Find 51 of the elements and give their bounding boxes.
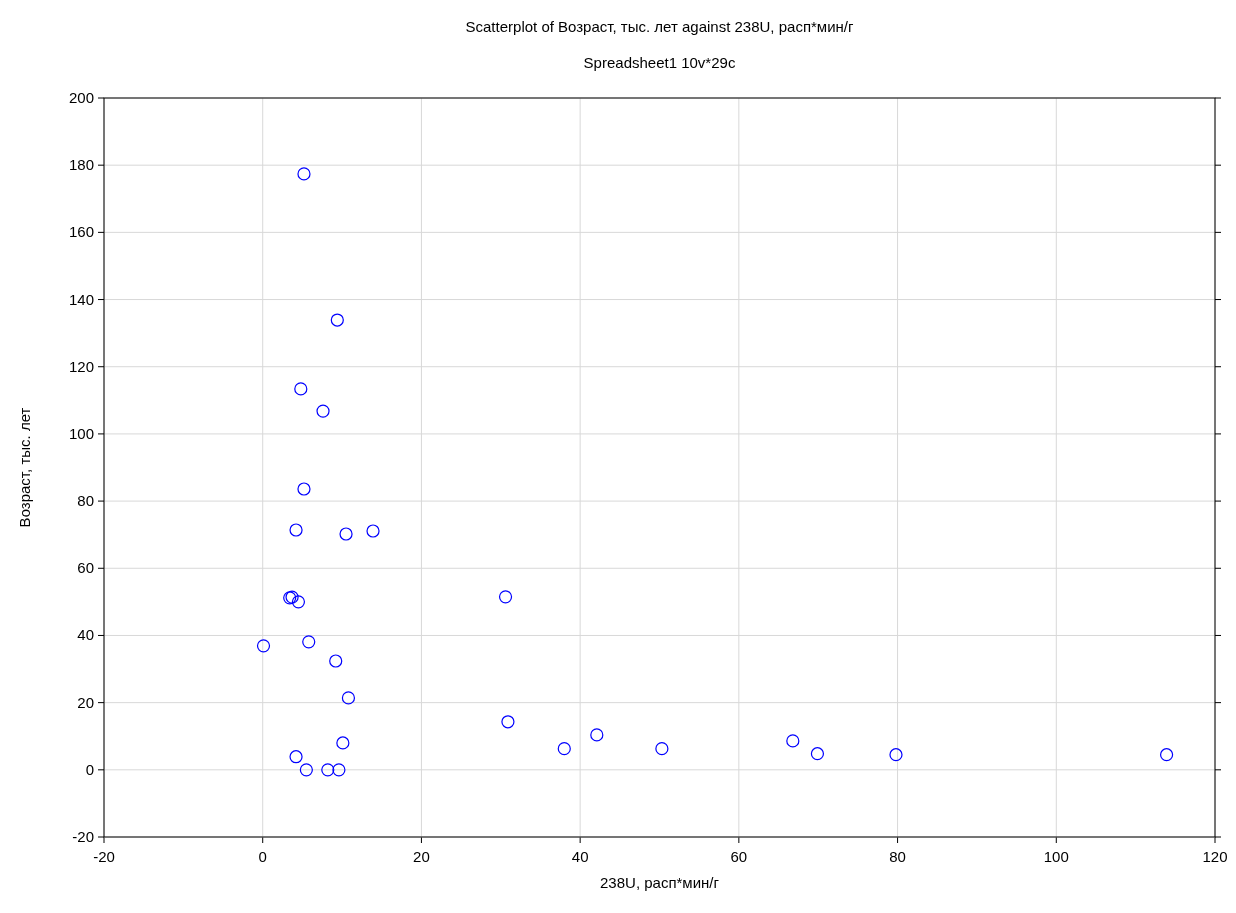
point <box>501 715 515 729</box>
point <box>332 763 346 777</box>
y-tick-label: 120 <box>68 357 94 375</box>
point <box>786 734 800 748</box>
y-tick-label: 0 <box>85 760 94 778</box>
x-tick-label: -20 <box>93 848 115 865</box>
y-tick-label: 200 <box>68 89 94 106</box>
chart-subtitle: Spreadsheet1 10v*29c <box>583 54 736 71</box>
point <box>810 747 825 761</box>
point <box>294 382 308 396</box>
x-tick-label: 40 <box>571 848 589 865</box>
point <box>302 635 316 649</box>
point <box>330 313 344 327</box>
x-axis-title: 238U, расп*мин/г <box>600 874 720 891</box>
point <box>557 742 571 756</box>
x-tick-label: 100 <box>1043 848 1069 865</box>
point <box>590 728 604 742</box>
point <box>366 524 380 538</box>
point <box>889 748 903 762</box>
y-axis-title: Возраст, тыс. лет <box>16 407 33 528</box>
y-tick-label: 100 <box>68 424 94 442</box>
y-tick-label: 140 <box>68 290 94 308</box>
y-tick-label: 40 <box>77 626 94 644</box>
y-tick-label: 20 <box>77 693 94 711</box>
point <box>1159 748 1174 762</box>
point <box>289 523 303 537</box>
y-tick-label: 80 <box>77 492 94 510</box>
point <box>316 404 330 418</box>
point <box>341 691 356 705</box>
x-tick-label: 20 <box>413 848 430 865</box>
y-tick-label: 60 <box>77 559 94 577</box>
x-tick-label: 120 <box>1202 848 1228 865</box>
y-tick-label: -20 <box>72 828 94 845</box>
x-tick-label: 60 <box>730 848 748 865</box>
point <box>297 482 311 496</box>
point <box>655 742 669 756</box>
x-tick-label: 80 <box>889 848 906 865</box>
point <box>299 763 313 777</box>
y-tick-label: 180 <box>68 156 94 174</box>
point <box>336 736 350 750</box>
point <box>329 654 343 668</box>
point <box>256 639 271 653</box>
point <box>289 750 303 764</box>
point <box>291 595 306 609</box>
point <box>498 590 513 604</box>
y-tick-label: 160 <box>68 223 94 241</box>
point <box>339 527 353 541</box>
x-tick-label: 0 <box>258 848 267 865</box>
point <box>297 167 311 181</box>
chart-title: Scatterplot of Возраст, тыс. лет against 238U, расп*мин/г <box>465 18 854 35</box>
point <box>321 763 335 777</box>
